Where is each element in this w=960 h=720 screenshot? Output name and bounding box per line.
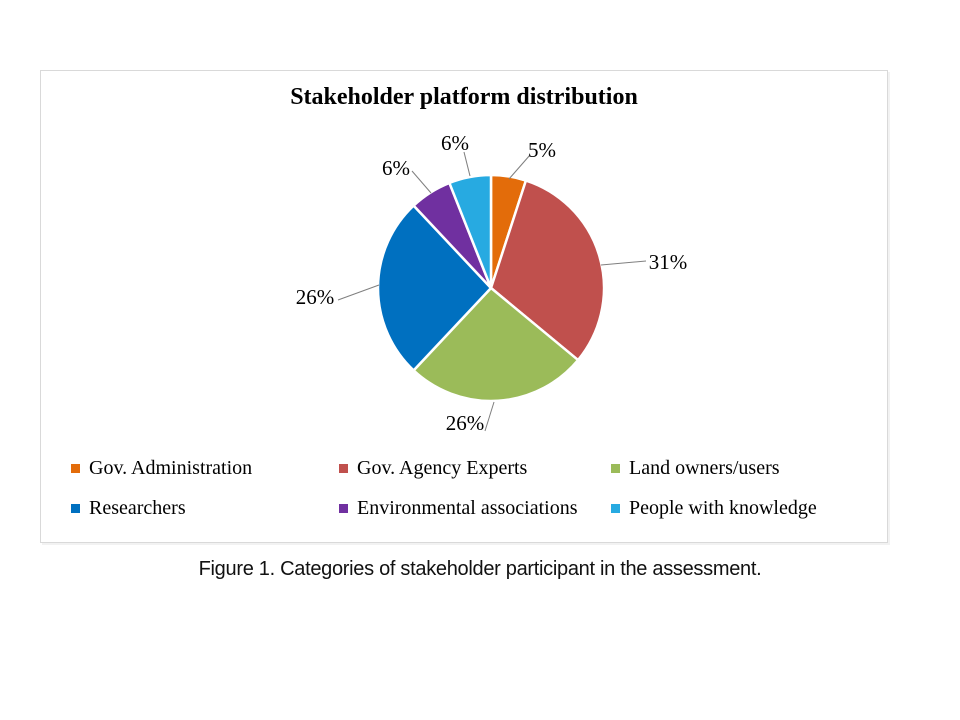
legend-item: Gov. Administration <box>71 448 339 488</box>
pie-slice-1 <box>489 179 606 362</box>
legend-item: Researchers <box>71 488 339 528</box>
pie-label-leader-line <box>411 170 432 194</box>
legend-item: Gov. Agency Experts <box>339 448 611 488</box>
pie-label-leader-line <box>484 401 495 432</box>
pie-data-label: 26% <box>446 411 485 435</box>
legend-label: Gov. Agency Experts <box>357 456 528 479</box>
legend-label: Researchers <box>89 496 186 519</box>
legend-item: Land owners/users <box>611 448 817 488</box>
legend-swatch-icon <box>611 463 620 473</box>
pie-label-leader-line <box>463 151 471 177</box>
pie-slice-5 <box>448 173 493 290</box>
pie-data-label: 26% <box>296 285 335 309</box>
pie-data-label: 6% <box>382 156 410 180</box>
pie-label-leader-line <box>337 284 380 301</box>
legend-label: People with knowledge <box>629 496 817 519</box>
figure-caption: Figure 1. Categories of stakeholder part… <box>198 558 762 580</box>
legend-item: People with knowledge <box>611 488 817 528</box>
chart-legend: Gov. Administration Gov. Agency Experts La… <box>71 448 817 528</box>
pie-slice-2 <box>412 286 580 403</box>
legend-label: Environmental associations <box>357 496 578 519</box>
chart-panel: Stakeholder platform distribution 5% 31% 2… <box>40 70 888 543</box>
legend-item: Environmental associations <box>339 488 611 528</box>
chart-title: Stakeholder platform distribution <box>290 84 638 110</box>
pie-label-leader-line <box>600 260 647 266</box>
pie-data-label: 31% <box>649 250 688 274</box>
legend-swatch-icon <box>71 463 80 473</box>
pie-chart: 5% 31% 26% 26% 6% 6% <box>296 131 688 435</box>
legend-swatch-icon <box>339 463 348 473</box>
pie-data-label: 5% <box>528 138 556 162</box>
legend-swatch-icon <box>611 503 620 513</box>
pie-data-label: 6% <box>441 131 469 155</box>
legend-swatch-icon <box>339 503 348 513</box>
legend-label: Gov. Administration <box>89 456 253 479</box>
legend-swatch-icon <box>71 503 80 513</box>
pie-slice-3 <box>376 204 493 372</box>
legend-label: Land owners/users <box>629 456 780 479</box>
pie-label-leader-line <box>508 154 531 180</box>
